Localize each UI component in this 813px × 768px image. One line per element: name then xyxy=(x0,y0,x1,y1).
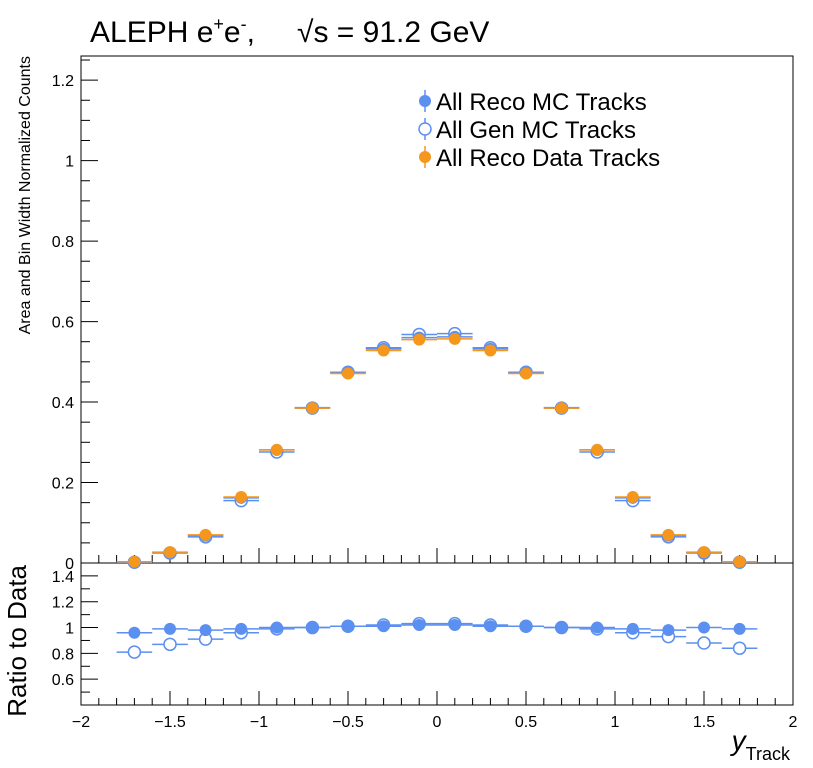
x-tick-label: −1.5 xyxy=(154,714,186,731)
x-tick-label: 0 xyxy=(433,714,442,731)
ratio-point xyxy=(662,624,675,637)
legend-entry-reco-data: All Reco Data Tracks xyxy=(419,145,660,172)
x-axis: −2 −1.5 −1 −0.5 0 0.5 1 1.5 2 xyxy=(72,548,798,731)
ratio-y-tick-label: 1 xyxy=(65,621,74,638)
top-y-axis-label: Area and Bin Width Normalized Counts xyxy=(17,56,34,334)
legend-marker-reco-mc xyxy=(419,95,431,107)
legend-marker-gen-mc xyxy=(418,122,432,136)
title-sup: - xyxy=(241,14,247,34)
ratio-point xyxy=(377,620,390,633)
legend-label-gen-mc: All Gen MC Tracks xyxy=(436,117,636,144)
top-point xyxy=(662,528,675,541)
top-y-tick-label: 0.6 xyxy=(52,315,74,332)
top-point xyxy=(164,546,176,559)
x-axis-label-sub: Track xyxy=(746,744,791,764)
ratio-point xyxy=(626,622,639,635)
ratio-point xyxy=(164,622,176,635)
ratio-point xyxy=(591,621,604,634)
ratio-point xyxy=(270,621,283,634)
legend: All Reco MC Tracks All Gen MC Tracks All… xyxy=(418,89,660,172)
chart-energy-label: √s = 91.2 GeV xyxy=(297,16,489,49)
top-point xyxy=(199,528,212,541)
x-tick-label: −1 xyxy=(250,714,268,731)
ratio-y-tick-label: 0.8 xyxy=(52,646,74,663)
legend-label-reco-mc: All Reco MC Tracks xyxy=(436,89,647,116)
x-axis-label-main: y xyxy=(730,725,748,756)
top-series-group xyxy=(116,326,758,569)
ratio-series-1 xyxy=(116,618,758,639)
top-point xyxy=(413,333,426,346)
top-point xyxy=(377,344,390,357)
top-point xyxy=(520,367,532,380)
top-series-0 xyxy=(116,326,758,569)
legend-label-reco-data: All Reco Data Tracks xyxy=(436,145,660,172)
x-axis-label: yTrack xyxy=(730,725,791,764)
top-point xyxy=(235,491,248,504)
top-point xyxy=(342,367,354,380)
top-point xyxy=(484,344,497,357)
ratio-point xyxy=(733,622,746,635)
ratio-point xyxy=(484,620,497,633)
x-tick-label: −2 xyxy=(72,714,90,731)
ratio-y-tick-label: 1.2 xyxy=(52,595,74,612)
ratio-point xyxy=(128,626,141,639)
ratio-series-group xyxy=(116,616,758,659)
ratio-y-axis: 0.6 0.8 1 1.2 1.4 xyxy=(52,562,98,706)
top-y-axis: 0 0.2 0.4 0.6 0.8 1 1.2 xyxy=(52,59,98,573)
ratio-series-0 xyxy=(116,616,758,659)
top-point xyxy=(698,546,710,559)
ratio-y-axis-label: Ratio to Data xyxy=(2,564,32,716)
top-point xyxy=(733,555,746,568)
ratio-point xyxy=(698,621,710,634)
top-y-tick-label: 0.4 xyxy=(52,395,74,412)
top-y-tick-label: 0.8 xyxy=(52,234,74,251)
top-y-tick-label: 0.2 xyxy=(52,476,74,493)
title-sup: + xyxy=(213,14,224,34)
top-y-tick-label: 0 xyxy=(65,556,74,573)
ratio-point xyxy=(342,620,354,633)
ratio-point xyxy=(235,622,248,635)
ratio-y-tick-label: 1.4 xyxy=(52,569,74,586)
title-part: ALEPH e xyxy=(90,16,213,49)
top-y-tick-label: 1 xyxy=(65,154,74,171)
ratio-point xyxy=(413,618,426,631)
top-series-2 xyxy=(116,332,758,568)
top-point xyxy=(448,332,461,345)
chart-title: ALEPH e+e-, xyxy=(90,14,255,49)
x-tick-label: 1.5 xyxy=(693,714,715,731)
x-tick-label: 2 xyxy=(789,714,798,731)
ratio-point xyxy=(199,624,212,637)
ratio-point xyxy=(555,621,568,634)
x-tick-label: 0.5 xyxy=(515,714,537,731)
ratio-y-tick-label: 0.6 xyxy=(52,672,74,689)
legend-entry-gen-mc: All Gen MC Tracks xyxy=(418,117,636,144)
legend-marker-reco-data xyxy=(419,151,431,163)
ratio-panel-frame xyxy=(80,562,794,706)
ratio-point xyxy=(520,620,532,633)
top-point xyxy=(270,443,283,456)
legend-entry-reco-mc: All Reco MC Tracks xyxy=(419,89,647,116)
ratio-point-open xyxy=(732,641,747,655)
ratio-point xyxy=(448,618,461,631)
ratio-point xyxy=(306,621,319,634)
top-series-1 xyxy=(116,330,758,568)
ratio-point-open xyxy=(163,637,177,652)
top-point xyxy=(128,555,141,568)
top-point xyxy=(591,443,604,456)
title-part: , xyxy=(247,16,255,49)
top-y-tick-label: 1.2 xyxy=(52,73,74,90)
top-point xyxy=(555,402,568,415)
ratio-point-open xyxy=(127,645,142,659)
x-tick-label: −0.5 xyxy=(332,714,364,731)
x-tick-label: 1 xyxy=(611,714,620,731)
top-point xyxy=(306,402,319,415)
ratio-point-open xyxy=(697,636,711,650)
top-point xyxy=(626,491,639,504)
title-part: e xyxy=(224,16,241,49)
